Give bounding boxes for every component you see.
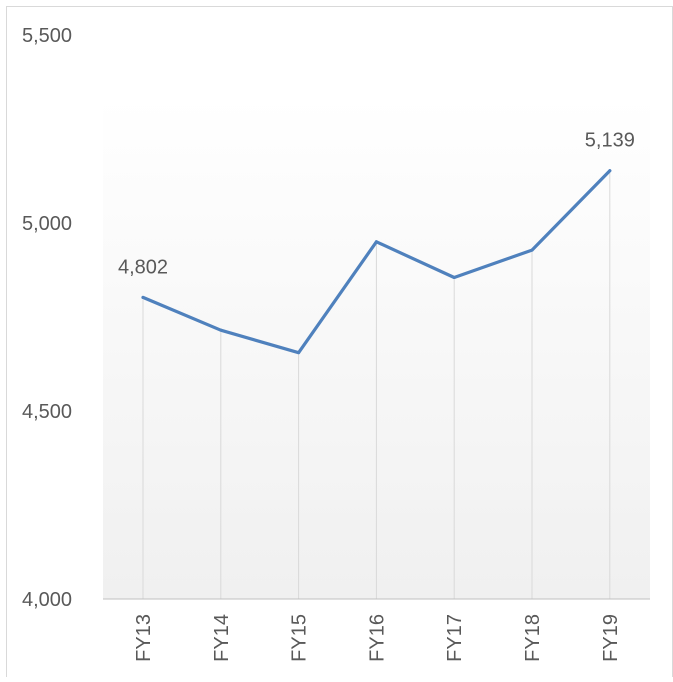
x-tick-label-fy14: FY14 xyxy=(211,614,233,662)
data-point-fy19 xyxy=(608,169,612,173)
x-tick-label-fy13: FY13 xyxy=(133,614,155,662)
y-tick-label: 5,000 xyxy=(22,213,72,235)
data-label-fy13: 4,802 xyxy=(118,256,168,278)
data-point-fy18 xyxy=(530,248,534,252)
x-tick-label-fy18: FY18 xyxy=(522,614,544,662)
vertical-grid xyxy=(142,172,611,599)
data-point-fy15 xyxy=(297,351,301,355)
y-axis-ticks: 4,000 4,500 5,000 5,500 xyxy=(22,25,72,611)
data-point-fy13 xyxy=(141,295,145,299)
x-tick-label-fy15: FY15 xyxy=(289,614,311,662)
x-tick-label-fy16: FY16 xyxy=(366,614,388,662)
data-point-fy14 xyxy=(219,328,223,332)
data-point-fy16 xyxy=(374,240,378,244)
data-point-fy17 xyxy=(452,276,456,280)
y-tick-label: 4,500 xyxy=(22,401,72,423)
y-tick-label: 5,500 xyxy=(22,25,72,47)
x-tick-label-fy19: FY19 xyxy=(600,614,622,662)
x-axis-ticks: FY13 FY14 FY15 FY16 FY17 FY18 FY19 xyxy=(133,614,622,662)
y-tick-label: 4,000 xyxy=(22,589,72,611)
data-label-fy19: 5,139 xyxy=(585,130,635,152)
data-labels: 4,802 5,139 xyxy=(118,130,635,355)
x-tick-label-fy17: FY17 xyxy=(444,614,466,662)
